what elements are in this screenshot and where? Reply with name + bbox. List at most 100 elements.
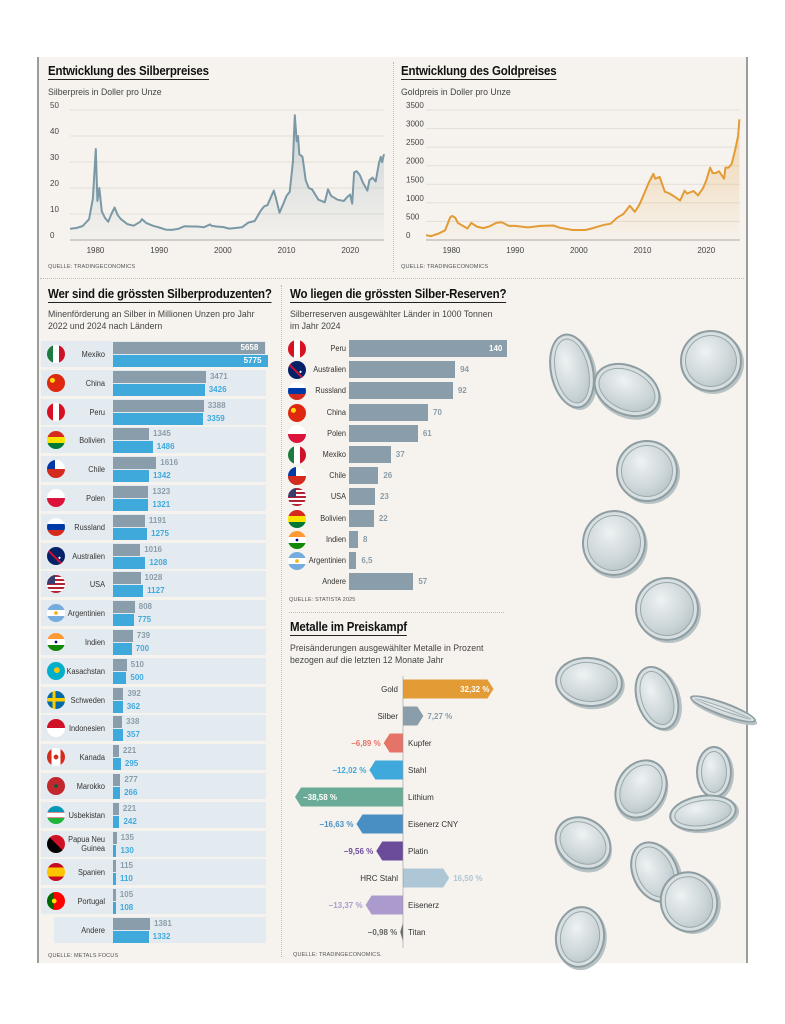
- bar-2024: [113, 412, 203, 425]
- metal-category-label: Kupfer: [408, 739, 432, 748]
- gold-chart-subtitle: Goldpreis in Doller pro Unze: [401, 87, 511, 98]
- value-label-2024: 266: [124, 788, 138, 797]
- metal-value-label: −16,63 %: [319, 820, 353, 829]
- x-tick-label: 2000: [570, 246, 588, 255]
- y-tick-label: 2000: [406, 157, 424, 166]
- coin-koala-icon: [635, 577, 699, 641]
- reserve-country-label: Indien: [325, 534, 346, 544]
- value-label-2024: 1486: [156, 442, 175, 452]
- metal-category-label: Stahl: [408, 766, 426, 775]
- reserve-value-label: 6,5: [361, 556, 373, 565]
- reserve-value-label: 57: [418, 577, 428, 587]
- value-label-2022: 1028: [144, 573, 163, 583]
- reserve-bar: [349, 509, 374, 527]
- value-label-2024: 775: [137, 615, 152, 625]
- y-tick-label: 500: [406, 212, 420, 221]
- metal-category-label: Gold: [381, 685, 398, 694]
- bar-2024: [113, 844, 117, 857]
- reserve-value-label: 92: [457, 386, 467, 396]
- usa-flag: [288, 488, 306, 507]
- value-label-2024: 3359: [206, 413, 225, 423]
- bar-2024: [113, 931, 149, 943]
- value-label-2024: 1208: [149, 557, 168, 567]
- reserve-bar: [349, 446, 391, 463]
- value-label-2022: 1191: [148, 515, 167, 525]
- reserve-country-label: Polen: [327, 428, 346, 438]
- y-tick-label: 20: [50, 179, 59, 188]
- reserve-value-label: 22: [378, 513, 388, 523]
- producer-row: [41, 542, 266, 569]
- value-label-2022: 1323: [152, 487, 171, 496]
- producer-country-label: Indien: [84, 638, 105, 647]
- producer-row: [41, 513, 266, 540]
- divider-vertical-middle: [281, 285, 282, 957]
- producer-country-label: Andere: [81, 926, 105, 935]
- y-tick-label: 50: [50, 101, 59, 110]
- bar-2022: [113, 428, 150, 441]
- reserve-country-label: China: [326, 407, 346, 417]
- price-area: [70, 115, 384, 240]
- silver-chart-source: QUELLE: TRADINGECONOMICS: [48, 264, 136, 270]
- metal-bar: [400, 922, 403, 942]
- value-label-2022: 392: [127, 688, 141, 698]
- value-label-2022: 277: [124, 775, 138, 784]
- bar-2024: [113, 815, 120, 828]
- value-label-2024: 130: [120, 845, 134, 855]
- bar-2022: [113, 514, 145, 527]
- x-tick-label: 1990: [150, 246, 168, 255]
- producer-country-label: Kanada: [79, 753, 105, 763]
- value-label-2022: 221: [122, 803, 137, 813]
- x-tick-label: 2000: [214, 246, 232, 255]
- papua-new-guinea-flag: [47, 834, 65, 853]
- silver-chart-subtitle: Silberpreis in Doller pro Unze: [48, 87, 162, 98]
- metal-bar: [403, 706, 424, 726]
- reserve-value-label: 8: [363, 534, 368, 544]
- russia-flag: [47, 517, 65, 536]
- value-label-2024: 1321: [152, 500, 171, 509]
- producer-row: [41, 686, 266, 713]
- bar-2022: [113, 457, 157, 470]
- value-label-2022: 3471: [209, 371, 228, 381]
- producer-row: [41, 859, 266, 886]
- producer-country-label: Mexiko: [81, 350, 105, 359]
- bar-2024: [113, 671, 127, 684]
- producer-country-label: Bolivien: [79, 436, 105, 446]
- reserve-bar: [349, 340, 507, 357]
- mexico-flag: [47, 345, 65, 363]
- chile-flag: [47, 460, 65, 479]
- value-label-2024: 108: [119, 903, 134, 913]
- value-label-2022: 135: [120, 832, 134, 842]
- value-label-2024: 295: [124, 759, 139, 769]
- bar-2024: [113, 787, 121, 799]
- bar-2022: [113, 370, 206, 383]
- producer-row: [41, 888, 266, 915]
- metal-category-label: Lithium: [408, 793, 434, 802]
- metal-value-label: 32,32 %: [460, 685, 489, 694]
- india-flag: [47, 633, 65, 651]
- metal-value-label: −9,56 %: [344, 847, 374, 856]
- metal-value-label: −13,37 %: [329, 901, 363, 910]
- producers-subtitle-1: Minenförderung an Silber in Millionen Un…: [48, 309, 255, 320]
- producer-row: [41, 657, 266, 684]
- metal-category-label: Silber: [378, 712, 399, 721]
- value-label-2024: 1275: [151, 528, 169, 538]
- y-tick-label: 40: [50, 127, 59, 136]
- y-tick-label: 0: [406, 231, 411, 240]
- producer-row: [41, 600, 266, 627]
- reserve-country-label: Bolivien: [320, 513, 346, 523]
- price-line: [425, 119, 741, 238]
- reserve-country-label: Mexiko: [322, 450, 346, 459]
- divider-horizontal-middle: [289, 612, 504, 613]
- value-label-2022: 808: [138, 602, 152, 612]
- producer-country-label: Portugal: [77, 897, 105, 907]
- bar-2024: [113, 902, 116, 915]
- value-label-2024: 1332: [152, 932, 171, 941]
- reserve-value-label: 61: [422, 428, 432, 438]
- y-tick-label: 1500: [406, 175, 424, 184]
- reserves-title: Wo liegen die grössten Silber-Reserven?: [290, 287, 507, 303]
- metals-source: QUELLE: TRADINGECONOMICS.: [293, 952, 382, 958]
- bar-2024: [113, 643, 132, 655]
- bar-2022: [113, 630, 133, 642]
- bar-2022: [113, 802, 119, 815]
- bar-2024: [113, 729, 123, 742]
